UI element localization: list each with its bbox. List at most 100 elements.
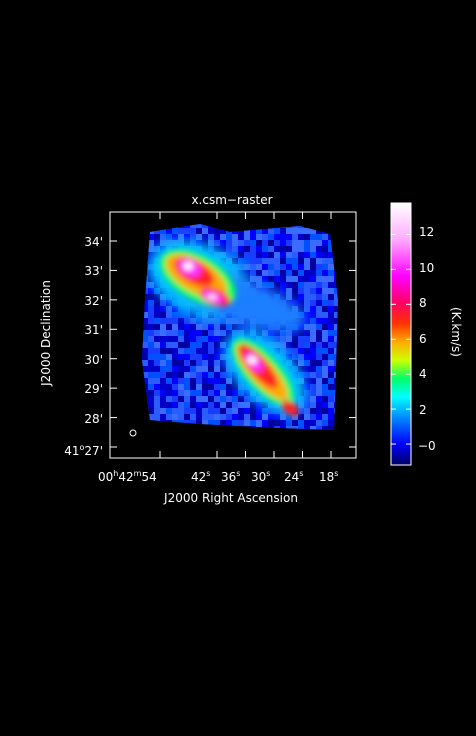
noise-pixel xyxy=(196,360,202,366)
noise-pixel xyxy=(208,420,214,426)
noise-pixel xyxy=(202,224,208,228)
noise-pixel xyxy=(328,276,334,282)
noise-pixel xyxy=(190,224,196,228)
noise-pixel xyxy=(316,420,322,426)
noise-pixel xyxy=(250,228,256,234)
noise-pixel xyxy=(322,282,328,288)
noise-pixel xyxy=(244,258,250,264)
noise-pixel xyxy=(154,408,160,414)
noise-pixel xyxy=(322,372,328,378)
noise-pixel xyxy=(310,390,316,396)
noise-pixel xyxy=(316,324,322,330)
noise-pixel xyxy=(184,354,190,360)
noise-pixel xyxy=(298,354,304,360)
noise-pixel xyxy=(190,342,196,348)
noise-pixel xyxy=(286,270,292,276)
noise-pixel xyxy=(160,294,166,300)
noise-pixel xyxy=(238,264,244,270)
noise-pixel xyxy=(286,330,292,336)
noise-pixel xyxy=(304,318,310,324)
noise-pixel xyxy=(238,258,244,264)
noise-pixel xyxy=(226,420,232,426)
noise-pixel xyxy=(220,246,226,252)
noise-pixel xyxy=(202,390,208,396)
noise-pixel xyxy=(226,414,232,420)
noise-pixel xyxy=(334,336,338,342)
noise-pixel xyxy=(316,246,322,252)
noise-pixel xyxy=(250,402,256,408)
noise-pixel xyxy=(142,372,148,378)
noise-pixel xyxy=(178,318,184,324)
noise-pixel xyxy=(292,420,298,426)
noise-pixel xyxy=(160,414,166,420)
noise-pixel xyxy=(256,402,262,408)
noise-pixel xyxy=(262,258,268,264)
noise-pixel xyxy=(160,324,166,330)
noise-pixel xyxy=(274,234,280,240)
noise-pixel xyxy=(304,300,310,306)
noise-pixel xyxy=(202,420,208,426)
noise-pixel xyxy=(292,288,298,294)
noise-pixel xyxy=(334,312,338,318)
noise-pixel xyxy=(322,414,328,420)
noise-pixel xyxy=(148,282,154,288)
noise-pixel xyxy=(214,324,220,330)
noise-pixel xyxy=(220,234,226,240)
noise-pixel xyxy=(178,384,184,390)
noise-pixel xyxy=(328,336,334,342)
noise-pixel xyxy=(250,246,256,252)
noise-pixel xyxy=(196,234,202,240)
noise-pixel xyxy=(322,294,328,300)
noise-pixel xyxy=(148,312,154,318)
noise-pixel xyxy=(178,378,184,384)
noise-pixel xyxy=(142,306,148,312)
noise-pixel xyxy=(196,378,202,384)
noise-pixel xyxy=(310,396,316,402)
noise-pixel xyxy=(154,306,160,312)
noise-pixel xyxy=(322,330,328,336)
noise-pixel xyxy=(316,318,322,324)
noise-pixel xyxy=(310,402,316,408)
noise-pixel xyxy=(280,282,286,288)
noise-pixel xyxy=(232,414,238,420)
noise-pixel xyxy=(154,348,160,354)
noise-pixel xyxy=(316,372,322,378)
noise-pixel xyxy=(322,378,328,384)
noise-pixel xyxy=(274,330,280,336)
noise-pixel xyxy=(304,378,310,384)
noise-pixel xyxy=(310,240,316,246)
y-tick-label-2: 29' xyxy=(84,382,103,396)
y-tick-label-0: 41o27' xyxy=(64,443,103,458)
noise-pixel xyxy=(328,396,334,402)
noise-pixel xyxy=(256,246,262,252)
noise-pixel xyxy=(142,324,148,330)
noise-pixel xyxy=(286,282,292,288)
noise-pixel xyxy=(274,258,280,264)
noise-pixel xyxy=(310,330,316,336)
noise-pixel xyxy=(298,264,304,270)
noise-pixel xyxy=(202,342,208,348)
noise-pixel xyxy=(178,330,184,336)
noise-pixel xyxy=(316,366,322,372)
noise-pixel xyxy=(172,324,178,330)
noise-pixel xyxy=(310,258,316,264)
x-ticks xyxy=(159,212,332,458)
noise-pixel xyxy=(154,240,160,246)
noise-pixel xyxy=(166,300,172,306)
noise-pixel xyxy=(172,372,178,378)
y-axis-label: J2000 Declination xyxy=(39,280,53,387)
noise-pixel xyxy=(214,372,220,378)
noise-pixel xyxy=(304,354,310,360)
noise-pixel xyxy=(298,294,304,300)
colorbar-frame xyxy=(390,202,412,466)
plot-frame xyxy=(109,211,357,459)
noise-pixel xyxy=(208,360,214,366)
noise-pixel xyxy=(154,336,160,342)
noise-pixel xyxy=(244,408,250,414)
noise-pixel xyxy=(322,312,328,318)
noise-pixel xyxy=(334,348,338,354)
noise-pixel xyxy=(292,342,298,348)
noise-pixel xyxy=(310,276,316,282)
noise-pixel xyxy=(310,426,316,430)
noise-pixel xyxy=(304,228,310,234)
